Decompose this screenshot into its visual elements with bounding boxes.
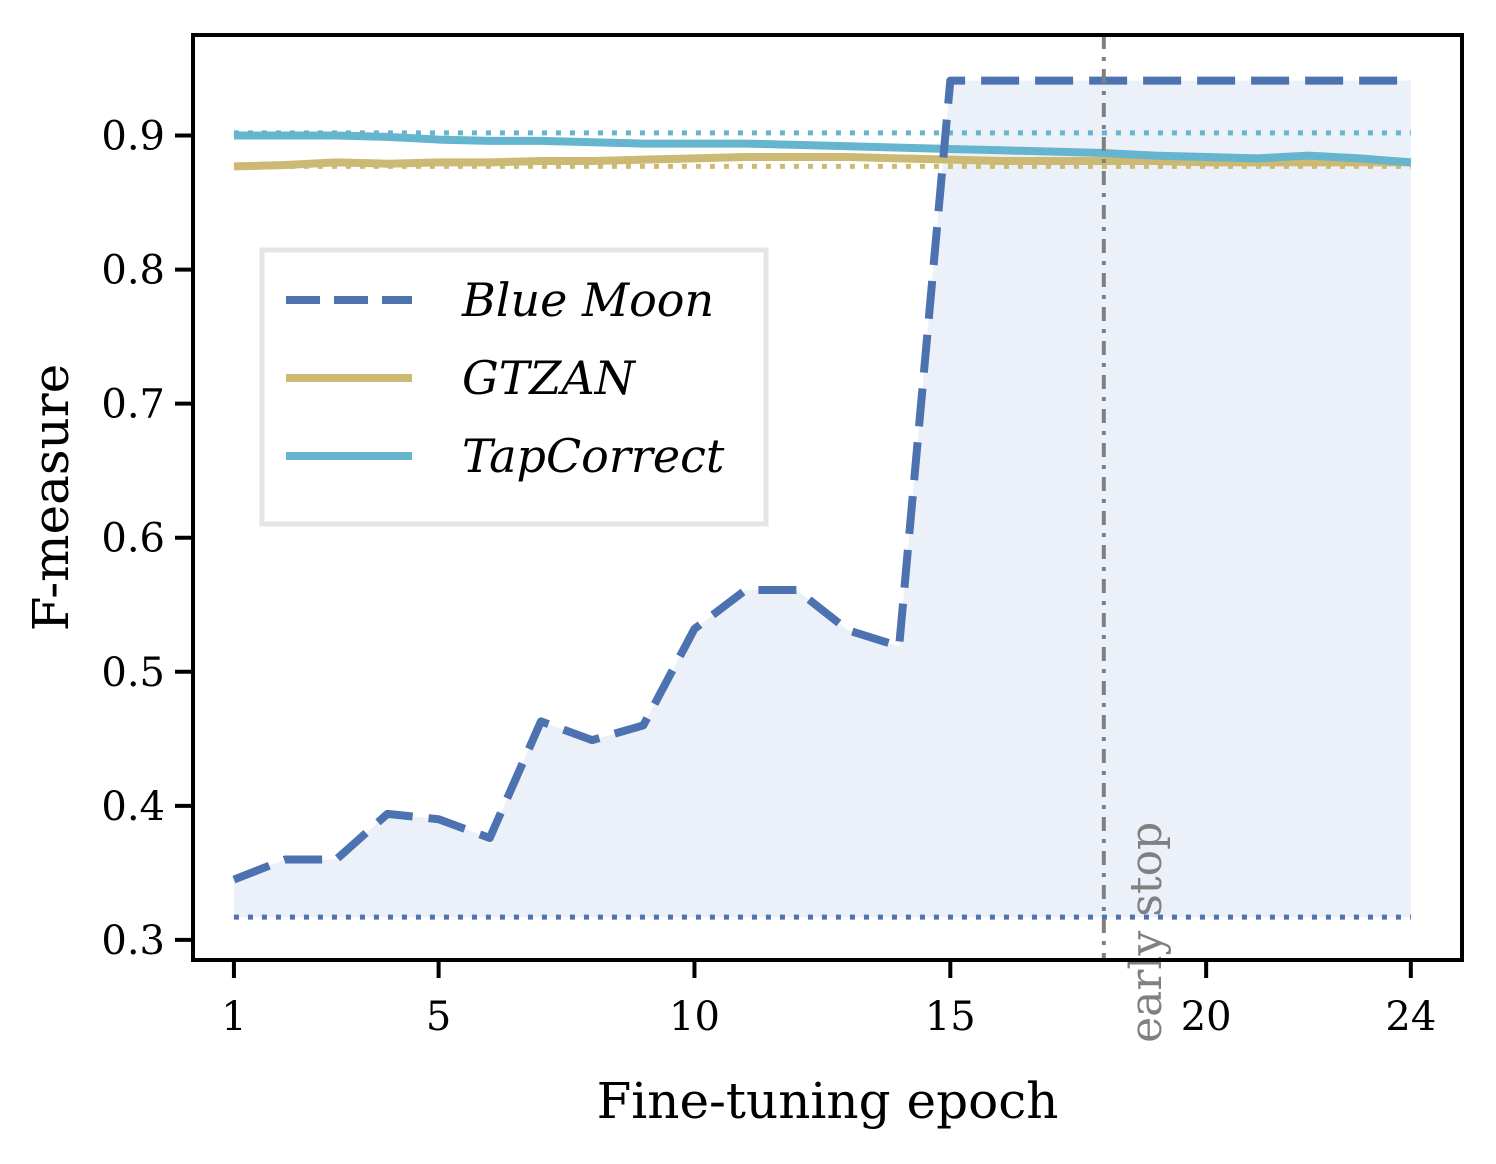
early-stop-label: early stop — [1121, 822, 1172, 1043]
y-tick-label: 0.9 — [101, 114, 165, 160]
gtzan-series-line — [233, 152, 1411, 171]
legend-blue-moon-label: Blue Moon — [461, 273, 714, 327]
tapcorrect-series-line — [233, 131, 1412, 167]
y-tick-label: 0.3 — [101, 918, 165, 964]
x-tick-label: 10 — [669, 994, 720, 1040]
blue-moon-fill-area — [233, 80, 1411, 918]
y-tick-label: 0.4 — [101, 784, 165, 830]
x-tick-label: 15 — [925, 994, 976, 1040]
x-tick-label: 5 — [426, 994, 451, 1040]
y-tick-label: 0.5 — [101, 650, 165, 696]
blue-moon-series-line — [232, 76, 1411, 884]
x-axis: 1 5 10 15 20 24 — [221, 960, 1436, 1040]
y-tick-label: 0.6 — [101, 516, 165, 562]
plot-frame — [191, 33, 1464, 962]
series-layer — [232, 76, 1412, 884]
legend: Blue Moon GTZAN TapCorrect — [259, 247, 769, 527]
legend-tapcorrect-label: TapCorrect — [462, 429, 725, 483]
y-axis-label: F-measure — [22, 364, 80, 632]
fill-layer — [233, 80, 1411, 918]
annotation-layer: early stop — [1101, 35, 1172, 1043]
y-tick-label: 0.7 — [101, 382, 165, 428]
x-tick-label: 24 — [1385, 994, 1436, 1040]
legend-box — [259, 247, 769, 527]
x-tick-label: 20 — [1181, 994, 1232, 1040]
y-tick-label: 0.8 — [101, 248, 165, 294]
y-axis: 0.3 0.4 0.5 0.6 0.7 0.8 0.9 — [101, 114, 193, 964]
x-tick-label: 1 — [221, 994, 246, 1040]
x-axis-label: Fine-tuning epoch — [597, 1072, 1059, 1130]
legend-gtzan-label: GTZAN — [462, 351, 637, 405]
